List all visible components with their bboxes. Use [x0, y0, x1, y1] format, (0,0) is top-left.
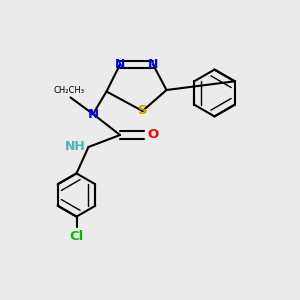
Text: Cl: Cl	[69, 230, 84, 242]
Text: CH₂CH₃: CH₂CH₃	[53, 86, 85, 95]
Text: S: S	[138, 104, 147, 118]
Text: NH: NH	[65, 140, 85, 154]
Text: N: N	[148, 58, 158, 71]
Text: N: N	[115, 58, 125, 71]
Text: O: O	[148, 128, 159, 142]
Text: N: N	[87, 107, 99, 121]
